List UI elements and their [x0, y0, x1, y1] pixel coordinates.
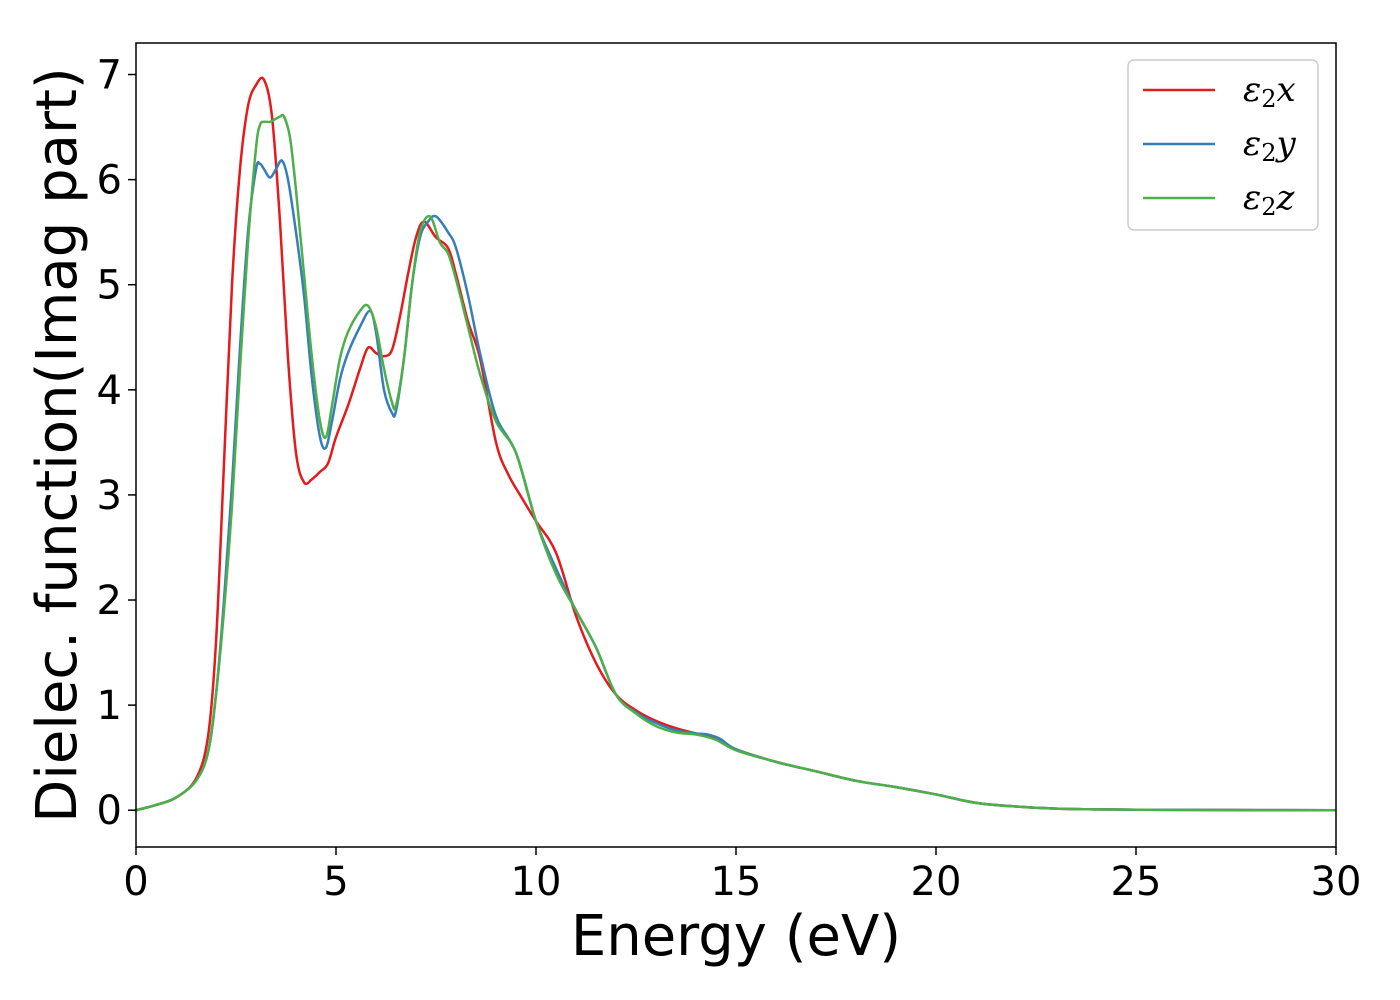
legend-label-z: ε2z [1243, 178, 1296, 221]
y-axis-ticks: 0 1 2 3 4 5 6 7 [97, 53, 136, 834]
x-tick-label: 20 [911, 859, 962, 905]
x-axis-label: Energy (eV) [571, 904, 901, 969]
x-tick-label: 15 [711, 859, 762, 905]
y-tick-label: 5 [97, 263, 122, 309]
x-tick-label: 0 [123, 859, 148, 905]
legend: ε2x ε2y ε2z [1127, 59, 1319, 231]
x-tick-label: 30 [1311, 859, 1362, 905]
legend-label-x: ε2x [1243, 70, 1296, 113]
legend-box [1127, 59, 1319, 231]
x-axis-ticks: 0 5 10 15 20 25 30 [123, 847, 1361, 905]
x-tick-label: 5 [323, 859, 348, 905]
y-tick-label: 3 [97, 473, 122, 519]
y-tick-label: 4 [97, 368, 122, 414]
x-tick-label: 10 [511, 859, 562, 905]
y-tick-label: 6 [97, 158, 122, 204]
series-line-z [136, 113, 1336, 812]
y-tick-label: 7 [97, 53, 122, 99]
y-tick-label: 1 [97, 683, 122, 729]
series-line-y [136, 159, 1336, 812]
legend-label-y: ε2y [1243, 124, 1297, 167]
x-tick-label: 25 [1111, 859, 1162, 905]
y-axis-label: Dielec. function(Imag part) [25, 67, 90, 823]
series-layer [136, 76, 1336, 812]
y-tick-label: 2 [97, 578, 122, 624]
y-tick-label: 0 [97, 788, 122, 834]
